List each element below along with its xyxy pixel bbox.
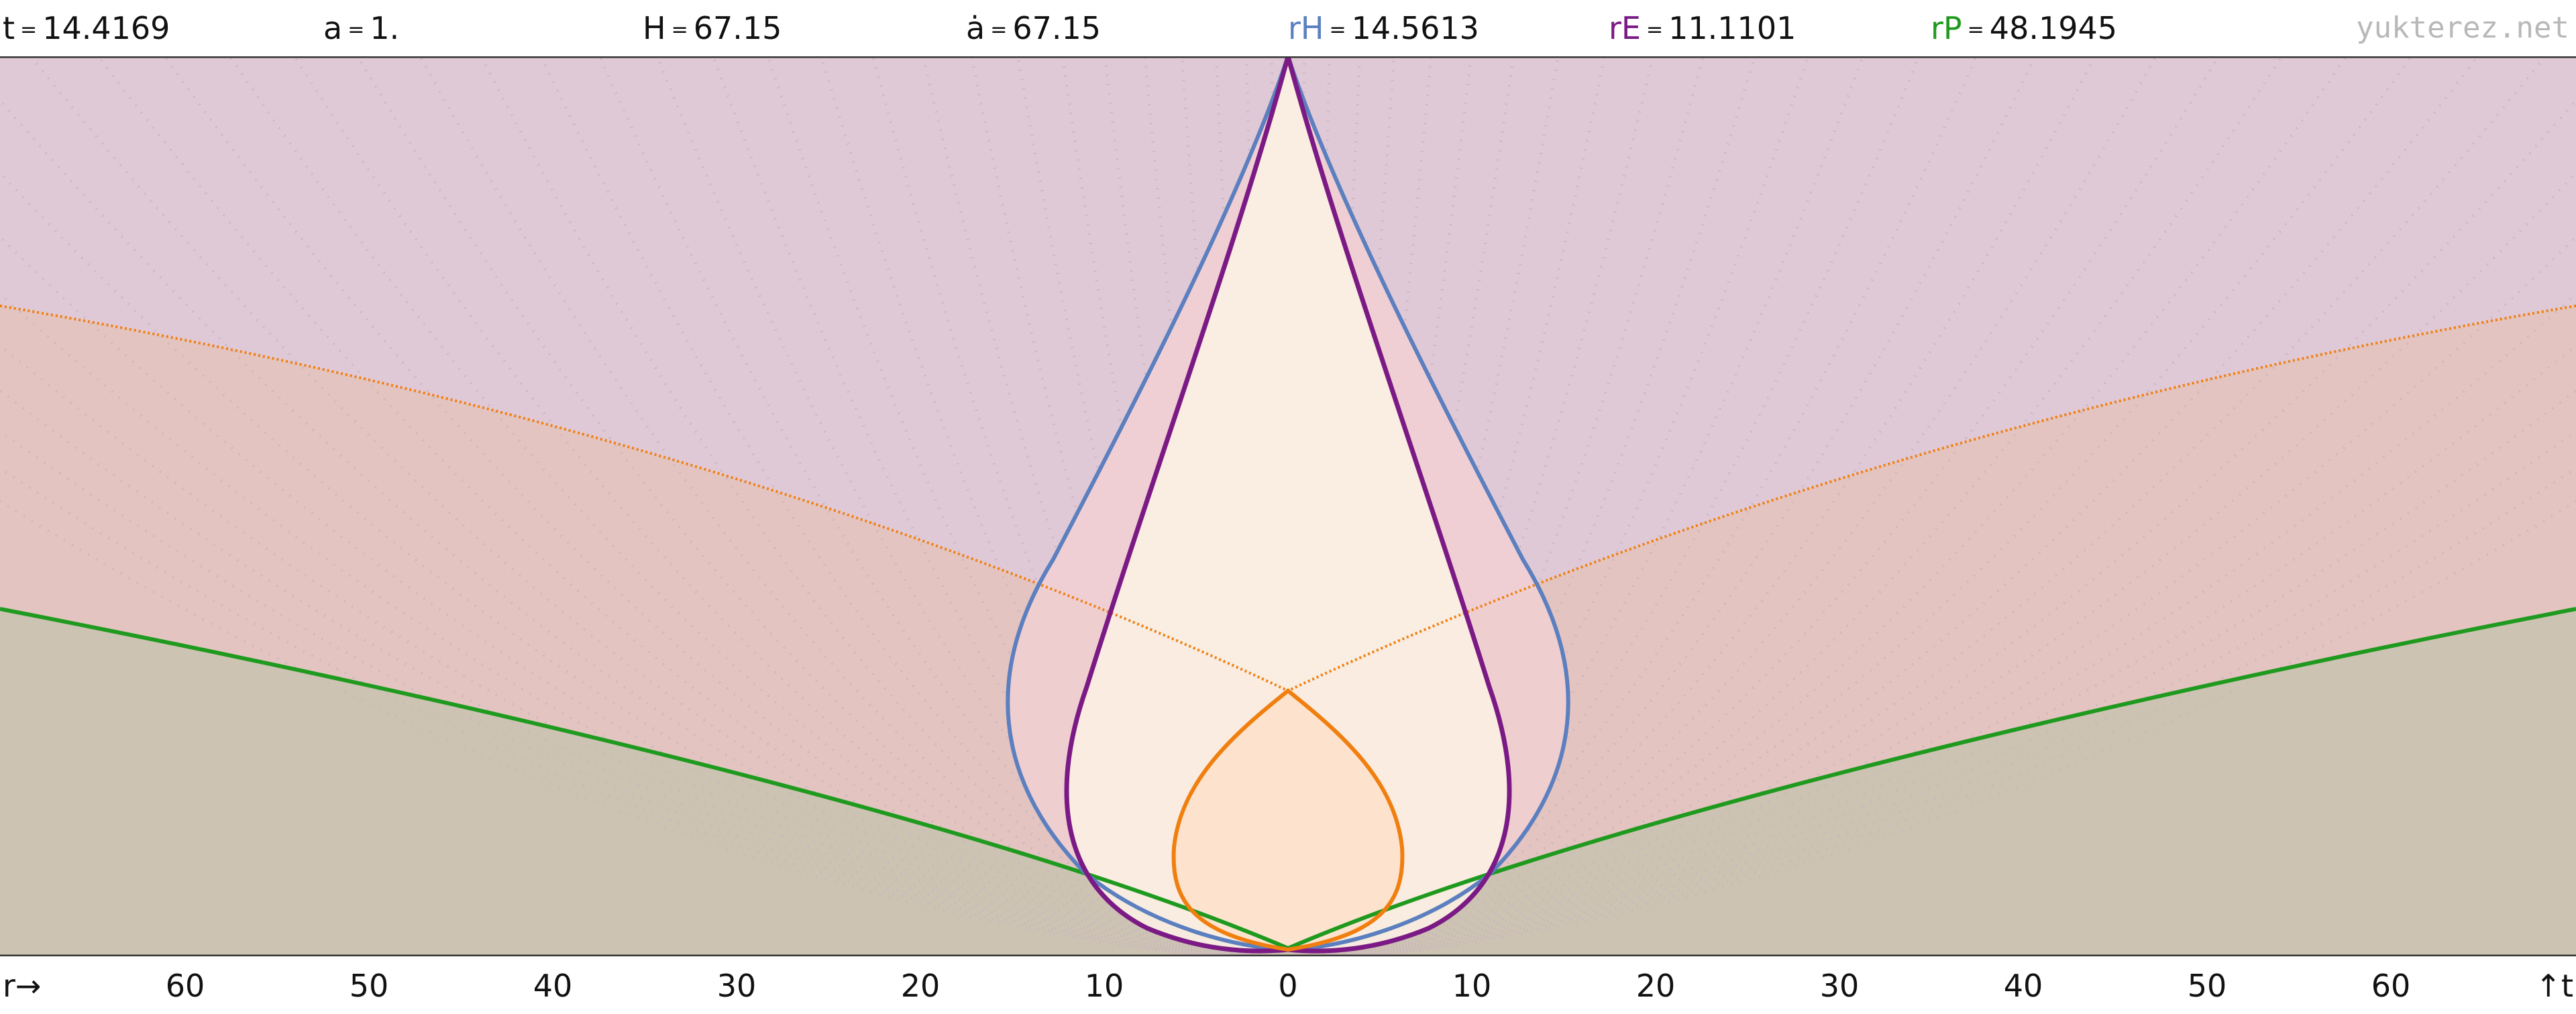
particle-horizon-readout: rP = 48.1945	[1931, 10, 2118, 46]
expansion-rate-readout: ȧ = 67.15	[966, 10, 1102, 46]
comoving-worldline	[1359, 343, 2576, 956]
tick-label: 20	[900, 968, 941, 1004]
comoving-worldline	[1316, 56, 1921, 956]
tick-label: 40	[2003, 968, 2043, 1004]
time-readout: t = 14.4169	[3, 10, 170, 46]
tick-label: 0	[1278, 968, 1298, 1004]
comoving-worldline	[1310, 56, 1810, 956]
comoving-worldline	[1346, 98, 2576, 956]
hubble-radius-readout: rH = 14.5613	[1288, 10, 1479, 46]
tick-label: 50	[349, 968, 389, 1004]
tick-label: 50	[2187, 968, 2227, 1004]
past-lightcone-curve	[1171, 688, 1405, 952]
tick-label: 10	[1084, 968, 1124, 1004]
comoving-worldline	[0, 98, 1230, 956]
particle-region-fill	[0, 609, 2576, 956]
comoving-worldline	[0, 170, 1226, 956]
comoving-worldline	[1340, 56, 2479, 956]
comoving-worldline	[1299, 56, 1560, 956]
comoving-worldline	[1372, 500, 2576, 956]
comoving-worldline	[0, 343, 1217, 956]
comoving-worldline	[419, 56, 1250, 956]
tick-label: 40	[533, 968, 573, 1004]
comoving-worldline	[766, 56, 1266, 956]
past-lightcone-fill	[1173, 691, 1403, 950]
tick-label: 30	[716, 968, 757, 1004]
comoving-worldline	[655, 56, 1260, 956]
comoving-worldline	[1368, 466, 2576, 956]
tick-label: 20	[1635, 968, 1676, 1004]
r-axis: r→ 60 50 40 30 20 10 0 10 20 30 40 50 60…	[0, 956, 2576, 1014]
t-axis-label: ↑t	[2535, 968, 2573, 1004]
comoving-worldline	[0, 466, 1208, 956]
tick-label: 10	[1452, 968, 1492, 1004]
spacetime-diagram	[0, 56, 2576, 956]
comoving-worldline	[97, 56, 1236, 956]
scale-factor-readout: a = 1.	[323, 10, 400, 46]
event-horizon-readout: rE = 11.1101	[1609, 10, 1796, 46]
tick-label: 60	[2371, 968, 2411, 1004]
lightcone-left-curve	[0, 304, 1289, 692]
header-bar: t = 14.4169 a = 1. H = 67.15 ȧ = 67.15 rH = 14.561…	[0, 0, 2576, 56]
hubble-parameter-readout: H = 67.15	[643, 10, 782, 46]
tick-label: 30	[1819, 968, 1860, 1004]
comoving-worldline	[0, 500, 1204, 956]
site-watermark: yukterez.net	[2356, 11, 2569, 45]
lightcone-right-curve	[1287, 304, 2576, 692]
tick-label: 60	[165, 968, 205, 1004]
comoving-worldline	[1326, 56, 2157, 956]
comoving-worldline	[1350, 170, 2576, 956]
r-axis-label: r→	[3, 968, 42, 1004]
comoving-worldline	[1016, 56, 1277, 956]
event-horizon-fill	[1067, 56, 1509, 952]
